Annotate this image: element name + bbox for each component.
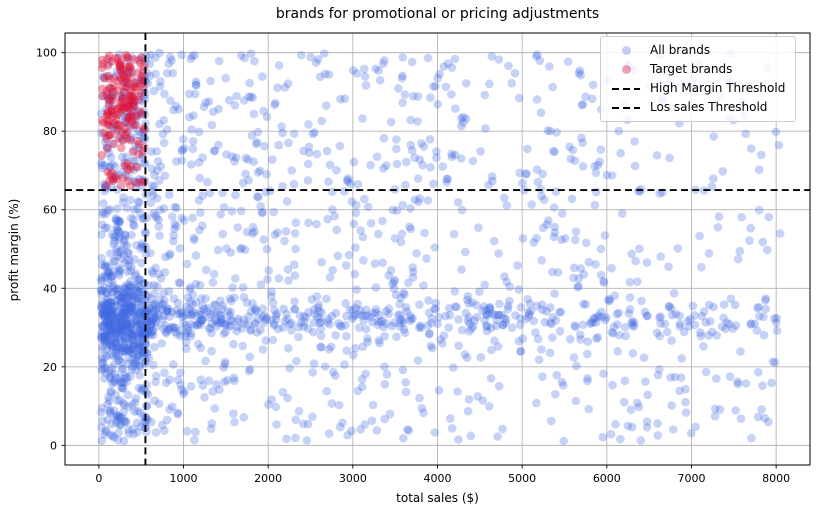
legend-label: Los sales Threshold	[650, 100, 768, 114]
legend: All brands Target brands High Margin Thr…	[600, 36, 797, 122]
x-tick-label: 6000	[593, 472, 621, 485]
target-brands-points	[97, 50, 149, 191]
target-brands-marker-icon	[611, 65, 641, 74]
dashed-line-icon	[611, 106, 641, 109]
all-brands-points	[96, 48, 785, 446]
legend-item-high-margin-threshold: High Margin Threshold	[611, 82, 785, 95]
y-tick-label: 20	[43, 361, 57, 374]
x-tick-label: 3000	[339, 472, 367, 485]
legend-item-low-sales-threshold: Los sales Threshold	[611, 101, 785, 114]
legend-item-target-brands: Target brands	[611, 63, 785, 76]
chart-title: brands for promotional or pricing adjust…	[275, 6, 600, 22]
dashed-line-icon	[611, 87, 641, 90]
legend-item-all-brands: All brands	[611, 44, 785, 57]
y-tick-label: 100	[36, 47, 57, 60]
x-tick-label: 4000	[424, 472, 452, 485]
legend-label: Target brands	[650, 62, 733, 76]
y-tick-label: 40	[43, 282, 57, 295]
x-tick-label: 5000	[508, 472, 536, 485]
y-tick-label: 80	[43, 125, 57, 138]
x-tick-label: 8000	[762, 472, 790, 485]
legend-label: All brands	[650, 43, 711, 57]
axis-ticks	[61, 52, 777, 469]
x-tick-label: 0	[95, 472, 102, 485]
tick-labels: 0 1000 2000 3000 4000 5000 6000 7000 8000 0 20 40 60…	[36, 47, 790, 485]
all-brands-marker-icon	[611, 46, 641, 55]
x-axis-label: total sales ($)	[396, 491, 479, 505]
x-tick-label: 2000	[254, 472, 282, 485]
legend-label: High Margin Threshold	[650, 81, 786, 95]
y-axis-label: profit margin (%)	[7, 198, 21, 302]
y-tick-label: 0	[50, 439, 57, 452]
x-tick-label: 1000	[170, 472, 198, 485]
x-tick-label: 7000	[677, 472, 705, 485]
y-tick-label: 60	[43, 204, 57, 217]
